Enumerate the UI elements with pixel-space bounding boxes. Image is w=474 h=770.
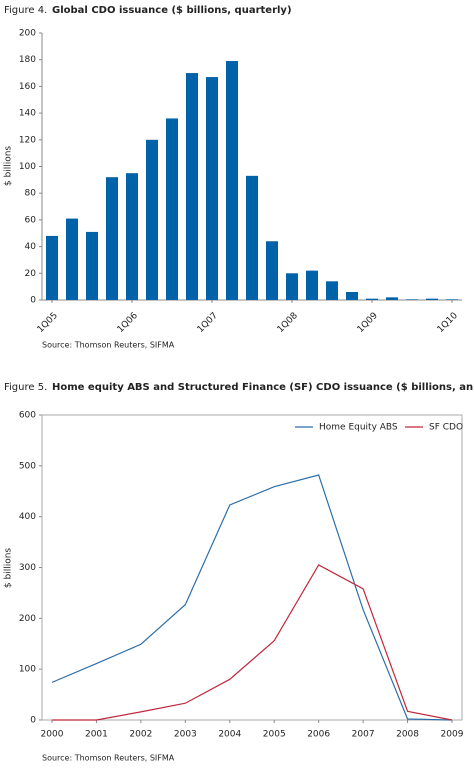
line (51, 474, 453, 721)
x-tick-label: 2003 (174, 730, 197, 740)
y-tick-label: 160 (19, 82, 36, 92)
y-axis-label: $ billions (4, 548, 14, 589)
y-tick-label: 40 (25, 242, 37, 252)
y-tick-label: 180 (19, 55, 36, 65)
bar (246, 175, 258, 300)
y-tick-label: 600 (19, 411, 36, 421)
legend-label: Home Equity ABS (319, 423, 398, 433)
y-tick-label: 0 (30, 296, 36, 306)
bar (306, 270, 318, 300)
x-tick-label: 1Q10 (436, 311, 460, 335)
plot-frame (41, 414, 463, 721)
y-tick-label: 20 (25, 269, 37, 279)
y-tick-label: 300 (19, 563, 36, 573)
y-tick-label: 200 (19, 29, 36, 39)
bar (406, 299, 418, 300)
chart-title: Home equity ABS and Structured Finance (… (52, 382, 474, 393)
chart-title: Global CDO issuance ($ billions, quarter… (52, 5, 292, 16)
x-tick-label: 2002 (129, 730, 152, 740)
bar (146, 139, 158, 300)
bar (106, 177, 118, 300)
y-tick-label: 80 (25, 189, 37, 199)
bar (226, 61, 238, 300)
bar (86, 231, 98, 300)
x-tick-label: 2000 (41, 730, 64, 740)
y-tick-label: 400 (19, 512, 36, 522)
bar (286, 273, 298, 300)
x-tick-label: 2004 (218, 730, 241, 740)
x-tick-label: 2005 (263, 730, 286, 740)
x-tick-label: 2006 (307, 730, 330, 740)
bar (46, 235, 58, 300)
bar (446, 299, 458, 300)
x-tick-label: 1Q09 (356, 311, 380, 335)
bar (166, 118, 178, 300)
bar (426, 298, 438, 300)
y-tick-label: 120 (19, 135, 36, 145)
bar (66, 218, 78, 300)
y-tick-label: 60 (25, 215, 37, 225)
bar (266, 241, 278, 300)
x-tick-label: 1Q05 (36, 311, 60, 335)
x-tick-label: 2009 (441, 730, 464, 740)
y-tick-label: 100 (19, 162, 36, 172)
x-tick-label: 2001 (85, 730, 108, 740)
y-tick-label: 200 (19, 614, 36, 624)
bar (206, 77, 218, 301)
bar (346, 291, 358, 300)
bar (126, 173, 138, 300)
x-tick-label: 1Q06 (116, 311, 140, 335)
source: Source: Thomson Reuters, SIFMA (42, 754, 175, 763)
bar (366, 298, 378, 300)
y-tick-label: 500 (19, 461, 36, 471)
line (52, 564, 453, 721)
x-tick-label: 1Q07 (196, 311, 220, 335)
y-tick-label: 0 (30, 716, 36, 726)
legend-label: SF CDO (429, 423, 463, 433)
figure-label: Figure 4. (4, 5, 47, 16)
y-axis-label: $ billions (4, 146, 14, 187)
x-tick-label: 1Q08 (276, 311, 300, 335)
bar (186, 73, 198, 300)
source: Source: Thomson Reuters, SIFMA (42, 341, 175, 350)
bar (326, 281, 338, 300)
y-tick-label: 140 (19, 109, 36, 119)
bar (386, 297, 398, 300)
y-tick-label: 100 (19, 665, 36, 675)
x-tick-label: 2008 (396, 730, 419, 740)
x-tick-label: 2007 (352, 730, 375, 740)
figure-label: Figure 5. (4, 382, 47, 393)
